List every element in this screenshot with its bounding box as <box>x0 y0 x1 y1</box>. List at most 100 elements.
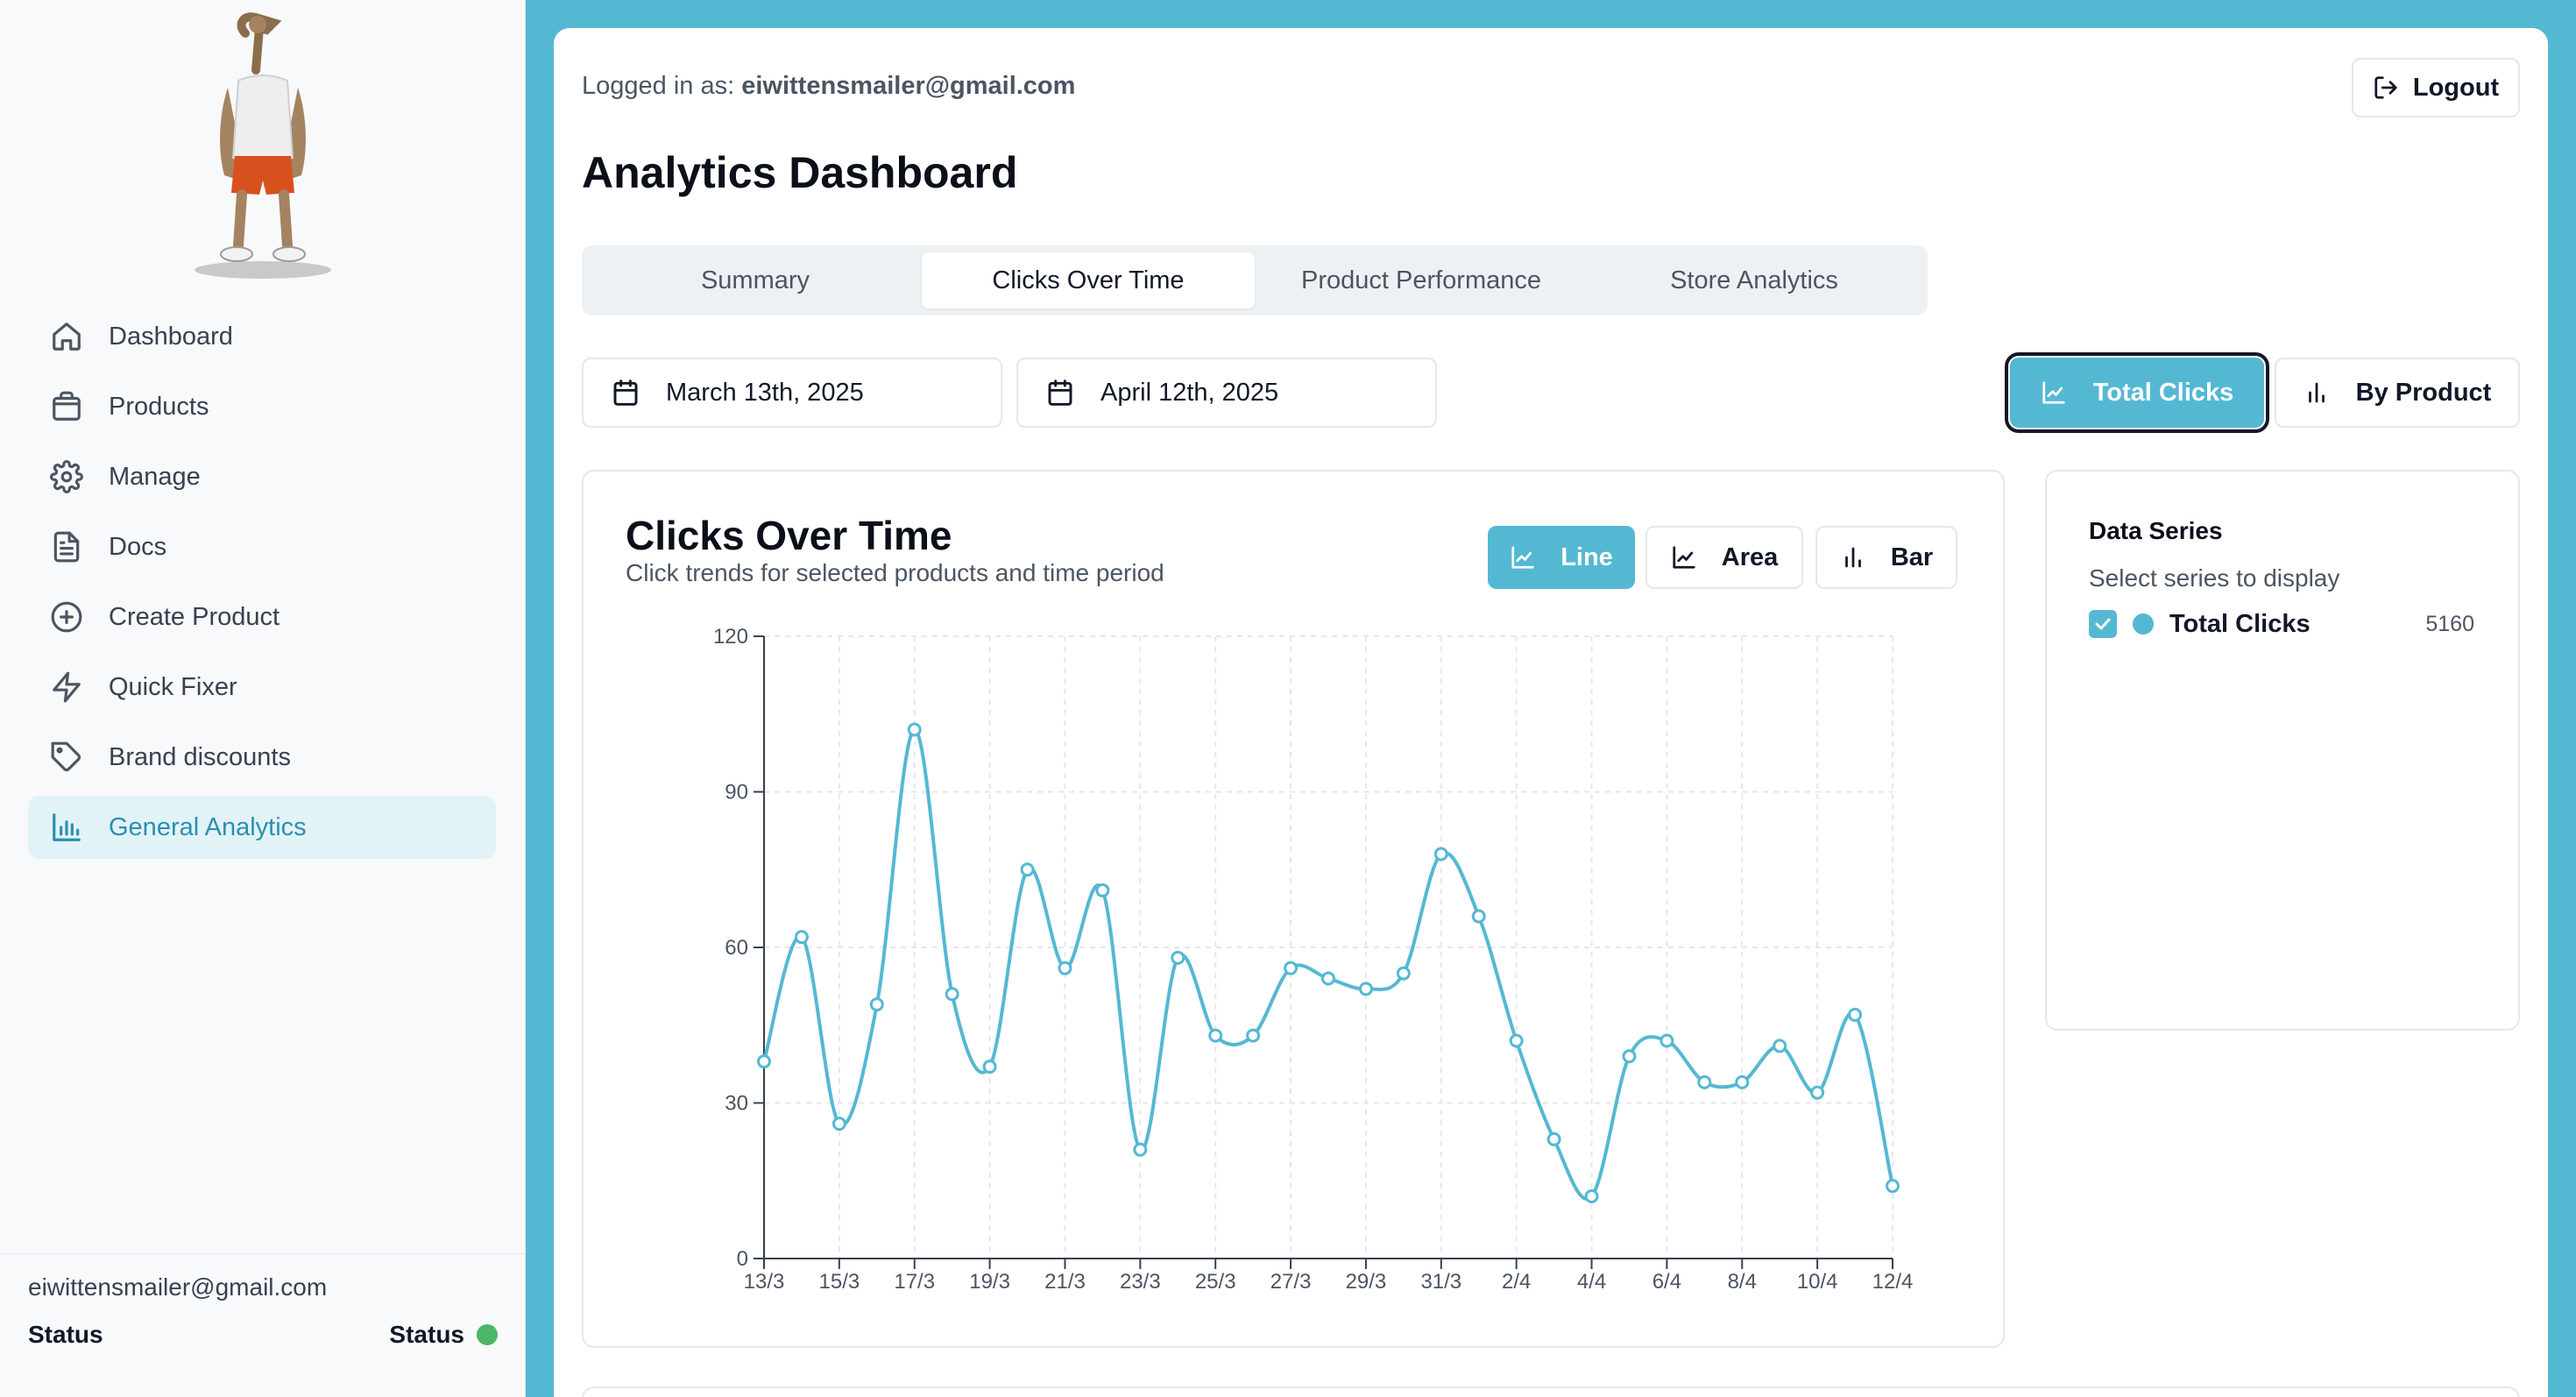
tab-product-performance[interactable]: Product Performance <box>1300 266 1541 294</box>
x-tick-label: 19/3 <box>969 1270 1010 1294</box>
chart-type-area-button[interactable]: Area <box>1645 526 1803 589</box>
by-product-button[interactable]: By Product <box>2275 358 2520 428</box>
sidebar-item-quick-fixer[interactable]: Quick Fixer <box>28 656 496 719</box>
series-name: Total Clicks <box>2169 609 2311 638</box>
sidebar-item-label: Docs <box>109 532 167 561</box>
line-chart-icon <box>1511 546 1534 569</box>
sidebar-item-label: General Analytics <box>109 812 307 841</box>
start-date-value: March 13th, 2025 <box>666 378 864 407</box>
chart-type-line-button[interactable]: Line <box>1488 526 1635 589</box>
data-point <box>1020 862 1035 877</box>
data-point <box>1246 1028 1261 1043</box>
mascot-logo <box>175 9 350 289</box>
data-point <box>1509 1033 1524 1048</box>
clicks-line-chart: 0 30 60 90 120 13/3 15/3 17/3 19/3 21/3 23/3 25/3 27… <box>713 625 1914 1294</box>
data-point <box>1171 950 1185 965</box>
sidebar-item-label: Quick Fixer <box>109 672 237 701</box>
end-date-value: April 12th, 2025 <box>1100 378 1279 407</box>
series-line <box>762 727 1894 1201</box>
tab-clicks-over-time[interactable]: Clicks Over Time <box>922 252 1255 308</box>
end-date-picker[interactable]: April 12th, 2025 <box>1016 358 1437 428</box>
start-date-picker[interactable]: March 13th, 2025 <box>582 358 1002 428</box>
bar-label: Bar <box>1890 542 1934 571</box>
x-tick-label: 4/4 <box>1577 1270 1606 1294</box>
status-dot-icon <box>477 1324 498 1345</box>
data-point <box>1396 966 1411 981</box>
data-point <box>1697 1074 1712 1089</box>
data-point <box>1660 1033 1674 1048</box>
data-point <box>1546 1131 1561 1146</box>
data-point <box>1058 961 1072 975</box>
status-row: Status Status <box>28 1321 498 1349</box>
main-panel: Logged in as: eiwittensmailer@gmail.com … <box>554 28 2548 1397</box>
status-label: Status <box>28 1321 103 1348</box>
sidebar-item-create-product[interactable]: Create Product <box>28 585 496 649</box>
x-tick-label: 17/3 <box>894 1270 935 1294</box>
data-point <box>869 997 884 1012</box>
series-checkbox[interactable] <box>2089 610 2117 638</box>
area-chart-icon <box>1673 546 1695 569</box>
data-point <box>1433 847 1448 862</box>
sidebar-item-brand-discounts[interactable]: Brand discounts <box>28 726 496 789</box>
chart-type-bar-button[interactable]: Bar <box>1815 526 1957 589</box>
series-row-total-clicks[interactable]: Total Clicks 5160 <box>2089 606 2474 642</box>
x-tick-label: 21/3 <box>1044 1270 1086 1294</box>
sidebar-item-label: Dashboard <box>109 322 233 351</box>
logout-icon <box>2374 76 2397 99</box>
sidebar-item-docs[interactable]: Docs <box>28 515 496 578</box>
tab-summary[interactable]: Summary <box>700 266 810 294</box>
data-point <box>945 987 959 1002</box>
calendar-icon <box>613 379 638 406</box>
data-point <box>1886 1179 1900 1194</box>
line-chart-icon <box>2042 381 2065 404</box>
sidebar-item-products[interactable]: Products <box>28 375 496 438</box>
x-tick-label: 15/3 <box>819 1270 860 1294</box>
data-point <box>982 1060 997 1074</box>
sidebar-item-label: Create Product <box>109 602 280 631</box>
data-point <box>1735 1074 1750 1089</box>
tag-icon <box>49 740 84 775</box>
tab-store-analytics[interactable]: Store Analytics <box>1670 266 1838 294</box>
page-title: Analytics Dashboard <box>582 148 1018 197</box>
logout-button[interactable]: Logout <box>2352 58 2520 117</box>
x-tick-label: 27/3 <box>1270 1270 1312 1294</box>
sidebar-item-label: Brand discounts <box>109 742 291 771</box>
sidebar-item-label: Products <box>109 392 209 421</box>
sidebar-item-label: Manage <box>109 462 201 491</box>
sidebar-item-dashboard[interactable]: Dashboard <box>28 305 496 368</box>
data-point <box>1095 883 1110 897</box>
logged-in-email: eiwittensmailer@gmail.com <box>741 72 1076 100</box>
y-tick-label: 90 <box>725 781 748 805</box>
clicks-chart-card: Clicks Over Time Click trends for select… <box>582 470 2005 1348</box>
data-point <box>1284 961 1299 975</box>
series-count: 5160 <box>2425 611 2474 636</box>
sidebar-item-general-analytics[interactable]: General Analytics <box>28 796 496 859</box>
series-color-dot <box>2133 613 2154 635</box>
check-icon <box>2095 618 2111 630</box>
y-tick-label: 30 <box>725 1092 748 1116</box>
data-point <box>1471 909 1486 924</box>
total-clicks-label: Total Clicks <box>2092 378 2234 407</box>
plus-circle-icon <box>49 599 84 635</box>
x-tick-label: 6/4 <box>1652 1270 1681 1294</box>
y-tick-label: 0 <box>737 1247 748 1271</box>
data-point <box>1358 982 1373 996</box>
home-icon <box>49 319 84 354</box>
sidebar-item-manage[interactable]: Manage <box>28 445 496 508</box>
y-tick-label: 60 <box>725 936 748 960</box>
user-email: eiwittensmailer@gmail.com <box>28 1273 328 1301</box>
logged-in-prefix: Logged in as: <box>582 72 742 100</box>
data-point <box>1810 1085 1825 1100</box>
document-icon <box>49 529 84 564</box>
x-tick-label: 10/4 <box>1797 1270 1838 1294</box>
tab-bar: Summary Clicks Over Time Product Perform… <box>582 245 1928 316</box>
bolt-icon <box>49 670 84 705</box>
bar-chart-icon <box>2308 382 2325 403</box>
x-tick-label: 23/3 <box>1120 1270 1161 1294</box>
total-clicks-button[interactable]: Total Clicks <box>2005 352 2269 433</box>
x-tick-label: 12/4 <box>1872 1270 1914 1294</box>
x-tick-label: 2/4 <box>1502 1270 1531 1294</box>
logout-label: Logout <box>2412 73 2500 102</box>
data-series-card: Data Series Select series to display Tot… <box>2045 470 2520 1031</box>
data-point <box>1773 1039 1787 1053</box>
